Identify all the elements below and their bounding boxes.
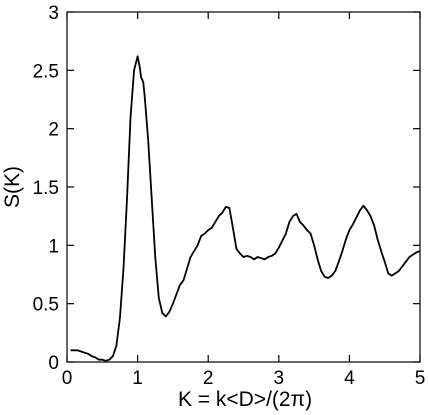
y-tick-label: 3	[48, 3, 59, 24]
x-tick-label: 4	[344, 368, 355, 389]
y-tick-label: 1	[48, 236, 59, 257]
x-tick-label: 1	[132, 368, 143, 389]
y-axis-label: S(K)	[1, 166, 24, 208]
x-axis-label: K = k<D>/(2π)	[178, 388, 312, 411]
y-tick-label: 0.5	[33, 295, 59, 316]
series-layer	[70, 55, 421, 362]
y-tick-label: 2.5	[33, 61, 59, 82]
y-tick-label: 1.5	[33, 178, 59, 199]
x-tick-label: 3	[274, 368, 285, 389]
y-tick-label: 2	[48, 120, 59, 141]
plot-frame	[66, 11, 421, 363]
y-tick-label: 0	[48, 353, 59, 374]
x-tick-label: 2	[203, 368, 214, 389]
x-tick-label: 5	[415, 368, 426, 389]
series-line-0	[70, 55, 421, 362]
x-tick-label: 0	[62, 368, 73, 389]
labels-layer: 0 1 2 3 4 5 0 0.5 1 1.5 2 2.5 3	[33, 3, 426, 389]
